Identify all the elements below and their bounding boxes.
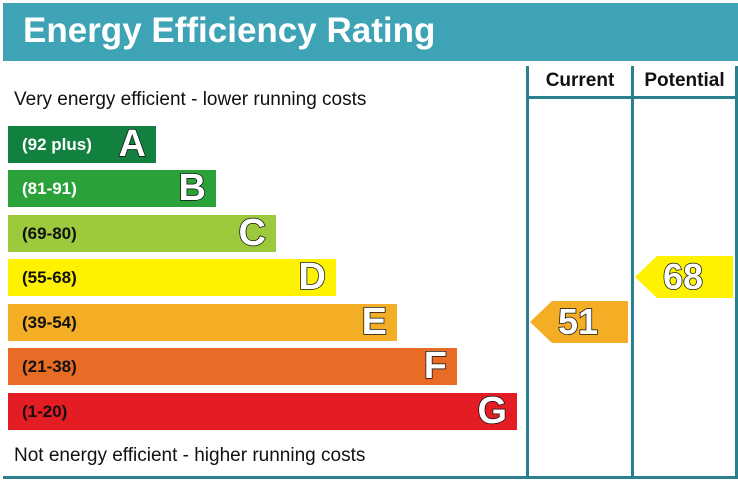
band-d: (55-68) D <box>8 255 336 299</box>
arrow-shape-icon <box>635 256 733 298</box>
band-b: (81-91) B <box>8 166 216 210</box>
band-c: (69-80) C <box>8 211 276 255</box>
band-letter: E <box>361 300 388 344</box>
band-letter: F <box>423 344 448 388</box>
bottom-caption: Not energy efficient - higher running co… <box>14 445 366 466</box>
band-letter: A <box>118 122 147 166</box>
band-a: (92 plus) A <box>8 122 156 166</box>
band-f: (21-38) F <box>8 344 457 388</box>
current-rating-value: 51 <box>557 300 599 343</box>
divider-middle <box>631 66 634 479</box>
band-e: (39-54) E <box>8 300 397 344</box>
divider-right <box>735 66 738 479</box>
band-range: (92 plus) <box>22 135 92 154</box>
column-header-current: Current <box>545 70 615 91</box>
band-range: (69-80) <box>22 224 77 243</box>
band-letter: G <box>477 389 508 433</box>
band-letter: D <box>298 255 327 299</box>
title-bar: Energy Efficiency Rating <box>3 3 738 61</box>
chart-title: Energy Efficiency Rating <box>23 11 436 50</box>
band-letter: B <box>178 166 207 210</box>
arrow-shape-icon <box>530 301 628 343</box>
header-underline <box>526 96 738 99</box>
band-range: (39-54) <box>22 313 77 332</box>
bottom-border <box>3 476 738 479</box>
current-rating-arrow: 51 <box>530 300 628 343</box>
band-letter: C <box>238 211 267 255</box>
band-g: (1-20) G <box>8 389 517 433</box>
top-caption: Very energy efficient - lower running co… <box>14 89 367 110</box>
band-range: (1-20) <box>22 402 68 421</box>
potential-rating-value: 68 <box>662 255 704 298</box>
band-range: (21-38) <box>22 357 77 376</box>
band-range: (81-91) <box>22 179 77 198</box>
divider-left <box>526 66 529 479</box>
potential-rating-arrow: 68 <box>635 255 733 298</box>
column-header-potential: Potential <box>644 70 725 91</box>
band-range: (55-68) <box>22 268 77 287</box>
